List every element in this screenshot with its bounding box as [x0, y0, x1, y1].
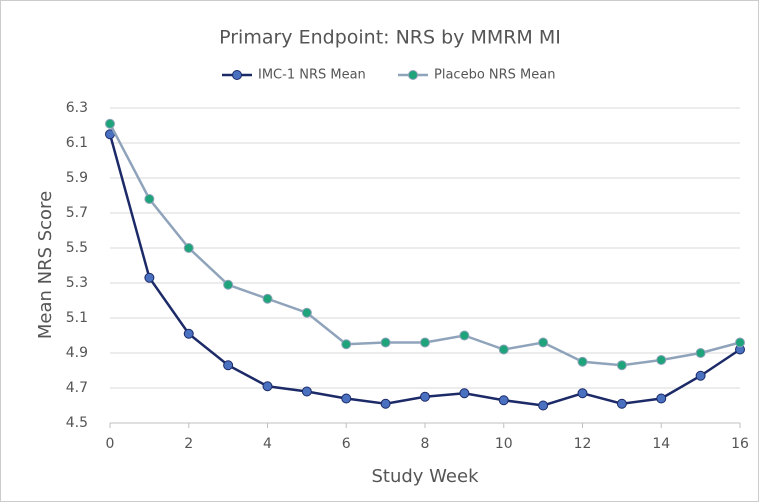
chart-title: Primary Endpoint: NRS by MMRM MI [219, 27, 561, 49]
y-tick-label: 5.3 [66, 275, 88, 291]
data-point [577, 356, 588, 367]
data-point [498, 395, 509, 406]
data-point [144, 194, 155, 204]
data-point [105, 118, 115, 129]
y-tick-label: 6.3 [66, 100, 88, 116]
legend-label: IMC-1 NRS Mean [258, 68, 366, 83]
x-tick-label: 10 [495, 436, 513, 452]
data-point [380, 398, 391, 409]
y-tick-label: 4.5 [66, 415, 88, 431]
data-point [459, 388, 470, 399]
x-tick-label: 14 [652, 436, 670, 452]
data-point [498, 344, 509, 355]
y-tick-label: 5.5 [66, 240, 88, 256]
y-tick-label: 5.1 [66, 310, 88, 326]
y-tick-label: 5.7 [66, 205, 88, 221]
legend-marker [232, 70, 242, 80]
data-point [341, 393, 352, 404]
data-point [538, 400, 549, 411]
data-point [223, 360, 234, 371]
y-tick-label: 4.7 [66, 380, 88, 396]
x-axis-label: Study Week [371, 466, 479, 487]
data-point [577, 388, 588, 399]
data-point [223, 279, 234, 290]
data-point [459, 330, 470, 341]
data-point [420, 337, 430, 348]
y-tick-label: 6.1 [66, 135, 88, 151]
data-point [262, 381, 273, 392]
x-tick-label: 8 [421, 436, 430, 452]
x-tick-label: 0 [106, 436, 115, 452]
data-point [420, 391, 430, 402]
data-point [616, 398, 627, 409]
data-point [301, 307, 312, 318]
x-tick-label: 16 [731, 436, 749, 452]
data-point [144, 272, 155, 283]
x-tick-label: 4 [263, 436, 272, 452]
data-point [341, 339, 352, 350]
data-point [183, 328, 194, 339]
data-point [183, 243, 194, 253]
legend-marker [408, 70, 418, 80]
data-point [616, 360, 627, 371]
y-axis-label: Mean NRS Score [35, 191, 56, 339]
data-point [735, 337, 745, 348]
y-tick-label: 4.9 [66, 345, 88, 361]
legend-label: Placebo NRS Mean [434, 68, 555, 83]
x-tick-label: 6 [342, 436, 351, 452]
x-tick-label: 12 [574, 436, 592, 452]
data-point [695, 370, 706, 381]
data-point [538, 337, 549, 348]
x-tick-label: 2 [184, 436, 193, 452]
data-point [301, 386, 312, 397]
data-point [380, 337, 391, 348]
data-point [656, 393, 667, 404]
data-point [656, 355, 667, 365]
y-tick-label: 5.9 [66, 170, 88, 186]
data-point [695, 348, 706, 358]
data-point [262, 293, 273, 304]
